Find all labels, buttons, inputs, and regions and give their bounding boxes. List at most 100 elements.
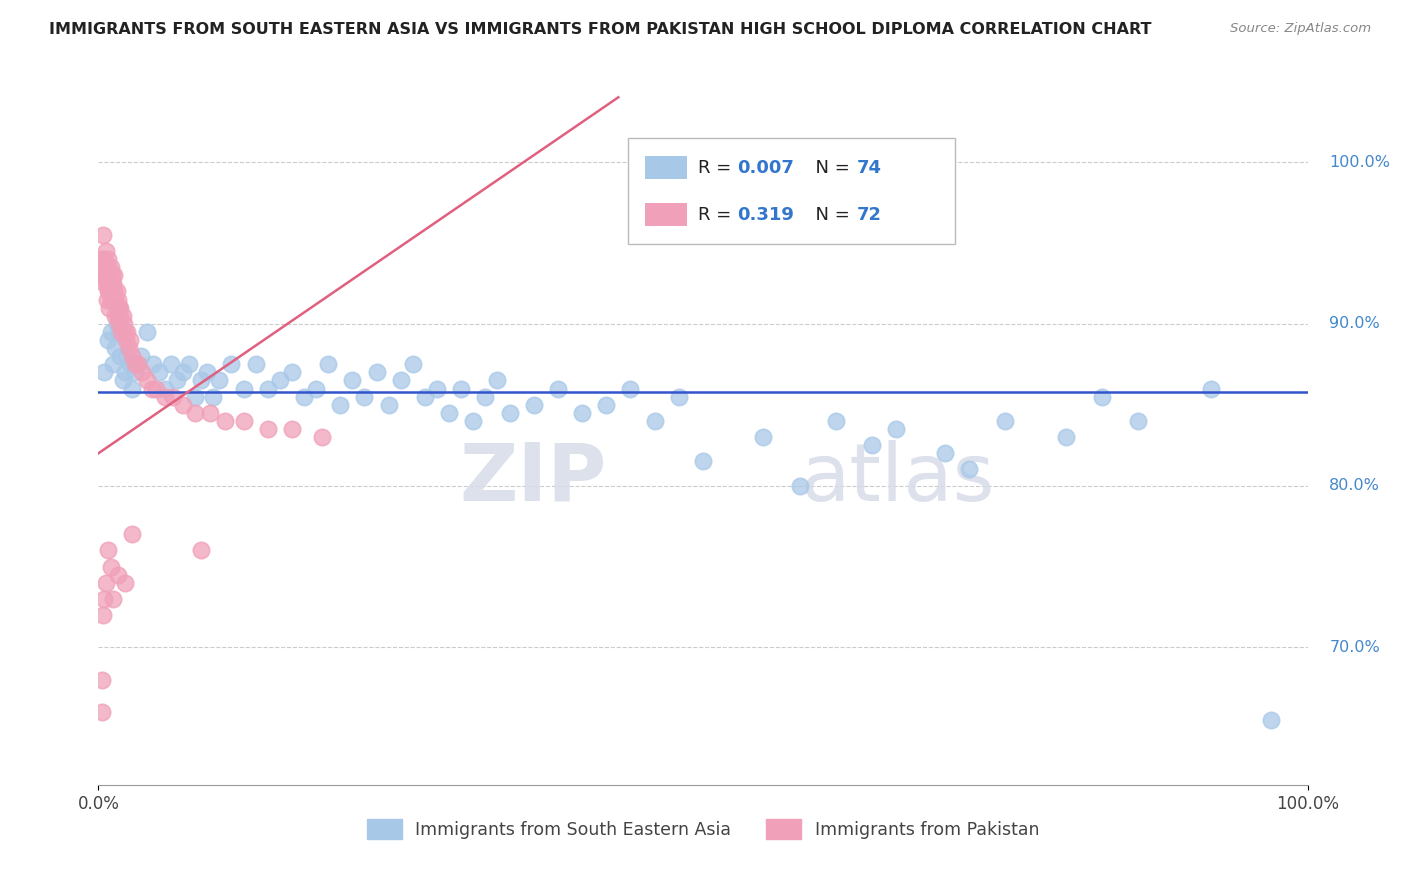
Point xyxy=(107,567,129,582)
Point xyxy=(190,543,212,558)
Point xyxy=(93,252,115,266)
Point xyxy=(110,325,132,339)
Point xyxy=(91,673,114,687)
Point xyxy=(101,357,124,371)
Point xyxy=(142,357,165,371)
Point xyxy=(860,438,883,452)
Point xyxy=(98,301,121,315)
Point xyxy=(105,285,128,299)
Point xyxy=(214,414,236,428)
Point xyxy=(91,608,114,623)
Text: 70.0%: 70.0% xyxy=(1329,640,1381,655)
Point xyxy=(353,390,375,404)
Point xyxy=(117,349,139,363)
Point xyxy=(111,309,134,323)
Point xyxy=(184,390,207,404)
Point xyxy=(135,325,157,339)
Point xyxy=(269,374,291,388)
Point xyxy=(256,382,278,396)
Point xyxy=(108,349,131,363)
Point xyxy=(118,357,141,371)
Point xyxy=(124,357,146,371)
Point xyxy=(100,285,122,299)
Point xyxy=(160,357,183,371)
Point xyxy=(644,414,666,428)
Text: ZIP: ZIP xyxy=(458,440,606,518)
Point xyxy=(93,277,115,291)
Point xyxy=(184,406,207,420)
Point xyxy=(121,349,143,363)
Point xyxy=(198,406,221,420)
Point xyxy=(571,406,593,420)
Point xyxy=(93,591,115,606)
Point xyxy=(90,268,112,283)
Point xyxy=(127,357,149,371)
Point xyxy=(94,268,117,283)
Point xyxy=(108,301,131,315)
Point xyxy=(107,293,129,307)
Point xyxy=(692,454,714,468)
Text: N =: N = xyxy=(804,205,855,224)
Text: 100.0%: 100.0% xyxy=(1329,154,1391,169)
Point xyxy=(329,398,352,412)
Point xyxy=(668,390,690,404)
Point xyxy=(104,293,127,307)
Point xyxy=(202,390,225,404)
Point xyxy=(463,414,485,428)
Point xyxy=(1199,382,1222,396)
Point xyxy=(114,365,136,379)
Point xyxy=(108,301,131,315)
Point xyxy=(98,268,121,283)
Text: 74: 74 xyxy=(858,159,882,177)
Point xyxy=(292,390,315,404)
Point xyxy=(190,374,212,388)
Point xyxy=(377,398,399,412)
Point xyxy=(101,293,124,307)
Point xyxy=(221,357,243,371)
Text: R =: R = xyxy=(699,205,737,224)
Point xyxy=(994,414,1017,428)
Point xyxy=(166,374,188,388)
Point xyxy=(114,325,136,339)
Text: Source: ZipAtlas.com: Source: ZipAtlas.com xyxy=(1230,22,1371,36)
Point xyxy=(135,374,157,388)
Point xyxy=(97,543,120,558)
Point xyxy=(100,325,122,339)
Point xyxy=(121,527,143,541)
Point xyxy=(96,277,118,291)
Point xyxy=(1128,414,1150,428)
Point xyxy=(145,382,167,396)
Point xyxy=(91,252,114,266)
Point xyxy=(97,252,120,266)
Point xyxy=(426,382,449,396)
Point xyxy=(1260,713,1282,727)
Point xyxy=(107,301,129,315)
Text: N =: N = xyxy=(804,159,855,177)
Point xyxy=(107,309,129,323)
Point xyxy=(100,268,122,283)
Point xyxy=(96,293,118,307)
Point xyxy=(100,260,122,275)
Point xyxy=(101,591,124,606)
Point xyxy=(148,365,170,379)
Point xyxy=(366,365,388,379)
Point xyxy=(94,244,117,258)
Point xyxy=(91,260,114,275)
Point xyxy=(1091,390,1114,404)
Point xyxy=(498,406,520,420)
Point xyxy=(179,357,201,371)
Point xyxy=(281,365,304,379)
Point xyxy=(108,309,131,323)
Point xyxy=(112,317,135,331)
Point xyxy=(141,382,163,396)
Text: 0.007: 0.007 xyxy=(738,159,794,177)
Point xyxy=(437,406,460,420)
Point xyxy=(129,349,152,363)
Point xyxy=(94,575,117,590)
Point xyxy=(316,357,339,371)
Point xyxy=(1054,430,1077,444)
Point xyxy=(232,414,254,428)
Point xyxy=(115,333,138,347)
Point xyxy=(413,390,436,404)
Point xyxy=(450,382,472,396)
